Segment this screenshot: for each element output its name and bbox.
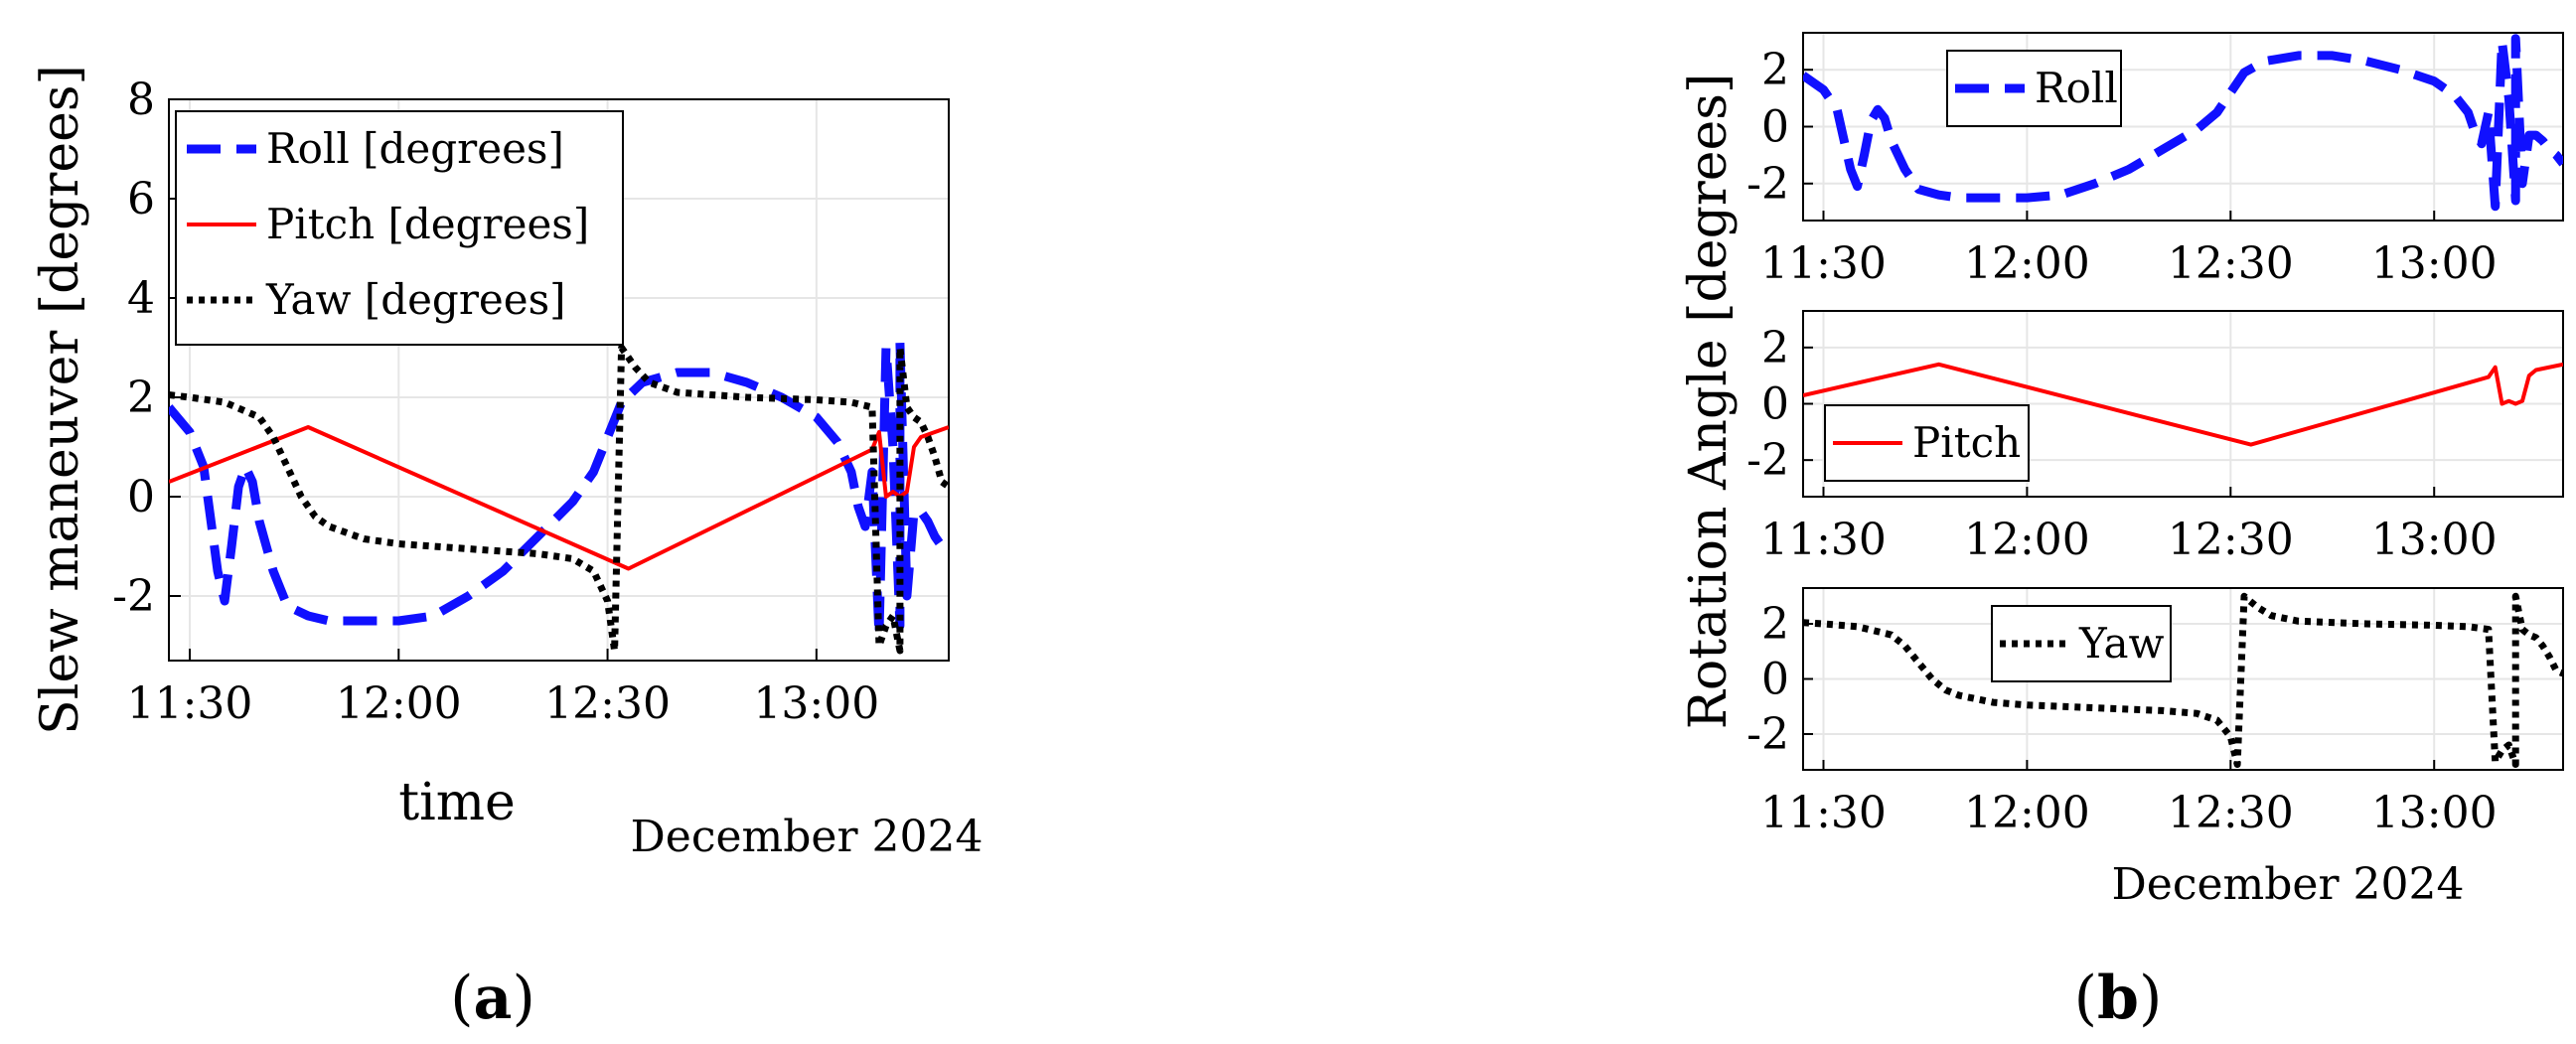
panel-a-date-label: December 2024 [631,812,984,862]
panel-b-caption-letter: b [2097,964,2139,1033]
panel-a-caption: (a) [450,964,535,1033]
panel-b-sub-roll-ytick-label: 2 [1761,45,1789,95]
panel-b-sub-yaw-xtick-label: 11:30 [1760,788,1887,838]
panel-b-sub-yaw-ytick-label: 2 [1761,599,1789,650]
panel-b-sub-pitch-ytick-label: 0 [1761,379,1789,430]
panel-b-sub-pitch-legend-label: Pitch [1912,418,2021,467]
panel-b-caption-close: ) [2139,964,2162,1033]
panel-b-sub-yaw-legend-box [1991,605,2172,682]
panel-b-sub-yaw-xtick-label: 12:00 [1964,788,2090,838]
panel-a-series-roll [169,338,949,641]
panel-b-sub-roll-series [1803,34,2563,212]
panel-a-ylabel: Slew maneuver [degrees] [31,65,90,735]
panel-b-sub-pitch-xtick-label: 12:00 [1964,515,2090,565]
panel-a-series-pitch [169,425,949,571]
panel-a-xtick-label: 11:30 [127,678,253,729]
panel-b-sub-pitch-xtick-label: 11:30 [1760,515,1887,565]
panel-b-sub-yaw-legend-label: Yaw [2078,619,2165,668]
panel-a-ytick-label: 4 [127,273,155,324]
panel-b-sub-roll-legend-label: Roll [2035,64,2118,112]
panel-a-ytick-label: -2 [112,571,155,622]
panel-b-sub-pitch-xtick-label: 13:00 [2371,515,2498,565]
panel-b-sub-yaw-ytick-label: 0 [1761,655,1789,705]
panel-a-xlabel: time [398,773,516,832]
panel-b-sub-pitch-ytick-label: 2 [1761,323,1789,373]
panel-a-caption-close: ) [512,964,534,1033]
panel-b-sub-yaw-series [1803,592,2563,768]
panel-a-caption-letter: a [474,964,513,1033]
panel-b-sub-roll-xtick-label: 11:30 [1760,238,1887,289]
panel-b-ylabel: Rotation Angle [degrees] [1679,74,1739,730]
panel-b-sub-yaw-xtick-label: 12:30 [2168,788,2294,838]
panel-a-xtick-label: 12:00 [336,678,462,729]
panel-b-sub-roll-xtick-label: 13:00 [2371,238,2498,289]
panel-b-sub-pitch-series [1803,362,2563,447]
panel-a-legend-label-pitch: Pitch [degrees] [266,200,589,248]
panel-a-ytick-label: 2 [127,373,155,423]
panel-a-ytick-label: 6 [127,174,155,224]
panel-b-sub-roll-xtick-label: 12:30 [2168,238,2294,289]
panel-a-ytick-label: 0 [127,472,155,522]
panel-a-legend-label-roll: Roll [degrees] [266,124,564,173]
panel-a-xtick-label: 13:00 [753,678,879,729]
panel-b-sub-yaw-xtick-label: 13:00 [2371,788,2498,838]
panel-b-sub-roll-ytick-label: 0 [1761,102,1789,153]
panel-b-sub-pitch-ytick-label: -2 [1746,435,1789,486]
panel-a-caption-open: ( [450,964,473,1033]
panel-a-legend-label-yaw: Yaw [degrees] [265,275,566,324]
panel-b-sub-yaw-ytick-label: -2 [1746,709,1789,760]
panel-b-date-label: December 2024 [2112,859,2465,910]
panel-b-sub-roll-ytick-label: -2 [1746,159,1789,210]
panel-b-sub-roll-xtick-label: 12:00 [1964,238,2090,289]
panel-b-sub-pitch-xtick-label: 12:30 [2168,515,2294,565]
panel-a-xtick-label: 12:30 [544,678,671,729]
panel-a-axes-frame [168,98,950,662]
panel-a-series-yaw [169,344,949,655]
panel-b-caption-open: ( [2074,964,2097,1033]
panel-b-caption: (b) [2074,964,2163,1033]
panel-a-ytick-label: 8 [127,75,155,125]
